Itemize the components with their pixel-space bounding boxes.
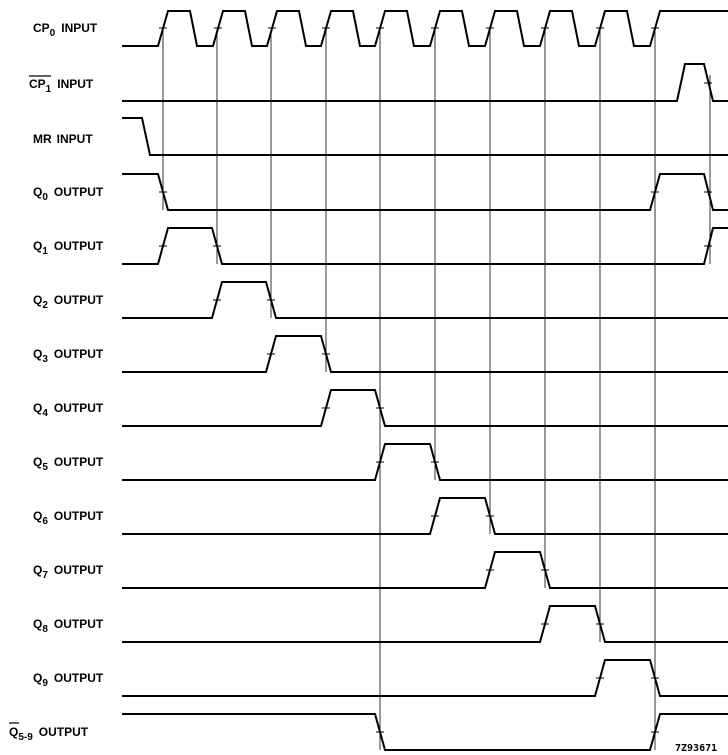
label-q1: Q1 OUTPUT bbox=[33, 239, 104, 257]
label-q3: Q3 OUTPUT bbox=[33, 347, 104, 365]
wave-q5 bbox=[122, 443, 728, 481]
label-mr: MR INPUT bbox=[33, 132, 93, 146]
label-q0: Q0 OUTPUT bbox=[33, 185, 104, 203]
label-q6: Q6 OUTPUT bbox=[33, 509, 104, 527]
label-q2: Q2 OUTPUT bbox=[33, 293, 104, 311]
wave-q4 bbox=[122, 389, 728, 427]
label-cp1: CP1 INPUT bbox=[29, 77, 94, 95]
label-q7: Q7 OUTPUT bbox=[33, 563, 104, 581]
label-q4: Q4 OUTPUT bbox=[33, 401, 104, 419]
label-q59: Q5-9 OUTPUT bbox=[9, 725, 89, 743]
wave-q59 bbox=[122, 713, 728, 751]
wave-q9 bbox=[122, 659, 728, 697]
wave-cp0 bbox=[122, 10, 728, 47]
signal-labels: CP0 INPUT CP1 INPUT MR INPUT Q0 OUTPUT Q1 OUT… bbox=[9, 21, 104, 743]
label-cp0: CP0 INPUT bbox=[33, 21, 98, 39]
wave-q7 bbox=[122, 551, 728, 589]
transition-ticks bbox=[159, 27, 712, 733]
label-q9: Q9 OUTPUT bbox=[33, 671, 104, 689]
figure-id: 7Z93671 bbox=[675, 743, 717, 754]
label-q5: Q5 OUTPUT bbox=[33, 455, 104, 473]
wave-q2 bbox=[122, 281, 728, 319]
edge-reference-lines bbox=[162, 30, 711, 750]
wave-q1 bbox=[122, 227, 728, 265]
waveforms bbox=[122, 10, 728, 751]
wave-mr bbox=[122, 117, 728, 156]
label-q8: Q8 OUTPUT bbox=[33, 617, 104, 635]
wave-q6 bbox=[122, 497, 728, 535]
wave-q0 bbox=[122, 173, 728, 211]
wave-q8 bbox=[122, 605, 728, 643]
wave-cp1 bbox=[122, 63, 728, 102]
wave-q3 bbox=[122, 335, 728, 373]
